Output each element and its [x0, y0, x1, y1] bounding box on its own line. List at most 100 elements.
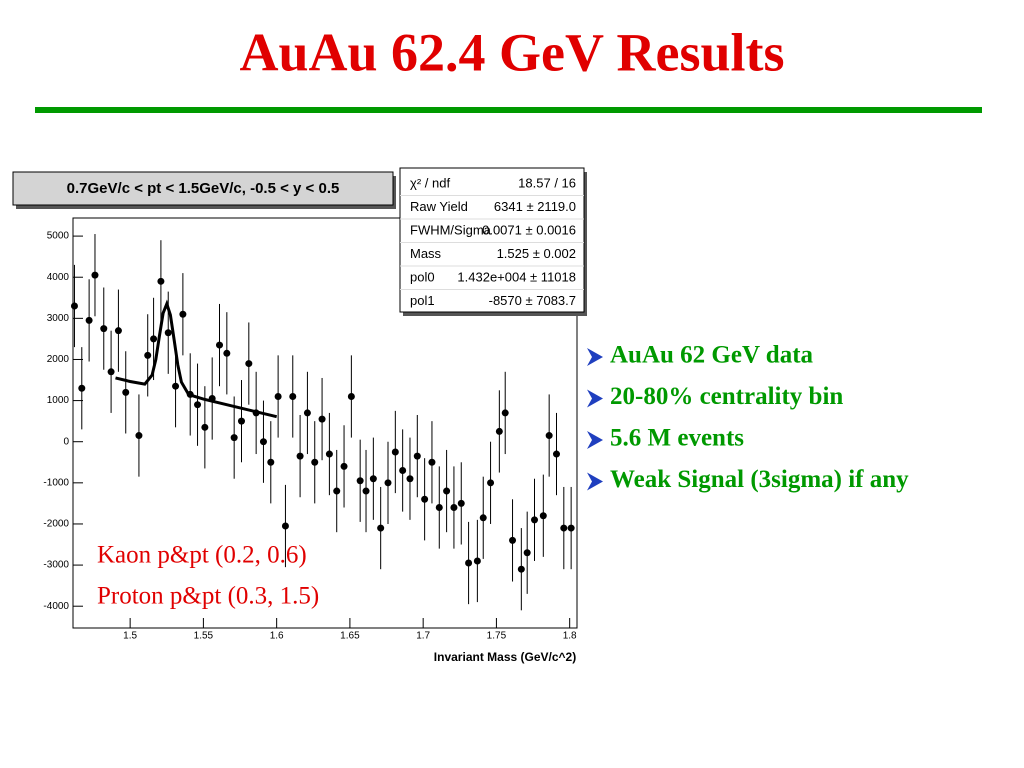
data-point: [473, 557, 481, 565]
data-point: [487, 479, 495, 487]
data-point: [347, 392, 355, 400]
y-tick-label: 5000: [47, 231, 70, 242]
bullet-list: AuAu 62 GeV data 20-80% centrality bin 5.6…: [587, 342, 909, 493]
stats-label: Mass: [410, 246, 442, 261]
stats-label: FWHM/Sigma: [410, 222, 492, 237]
y-tick-label: -3000: [43, 560, 69, 571]
data-point: [135, 432, 143, 440]
data-point: [216, 341, 224, 349]
data-point: [114, 327, 122, 335]
data-point: [435, 504, 443, 512]
data-point: [311, 458, 319, 466]
data-point: [356, 477, 364, 485]
stats-value: 6341 ± 2119.0: [494, 199, 576, 214]
data-point: [296, 452, 304, 460]
y-tick-label: -2000: [43, 519, 69, 530]
bullet: 20-80% centrality bin: [610, 383, 843, 410]
stats-value: 1.525 ± 0.002: [497, 246, 576, 261]
plot-title: 0.7GeV/c < pt < 1.5GeV/c, -0.5 < y < 0.5: [67, 180, 340, 197]
data-point: [164, 329, 172, 337]
data-point: [523, 549, 531, 557]
data-point: [274, 392, 282, 400]
bullet: AuAu 62 GeV data: [610, 342, 814, 369]
data-point: [194, 401, 202, 409]
data-point: [567, 524, 575, 532]
bullet-arrow: [587, 472, 603, 491]
bullet: 5.6 M events: [610, 425, 744, 452]
bullet: Weak Signal (3sigma) if any: [610, 466, 909, 493]
stats-value: 1.432e+004 ± 11018: [457, 269, 576, 284]
data-point: [179, 310, 187, 318]
data-point: [391, 448, 399, 456]
x-tick-label: 1.5: [123, 631, 137, 642]
data-point: [421, 495, 429, 503]
fit-curve: [115, 299, 278, 419]
data-point: [362, 487, 370, 495]
data-point: [223, 349, 231, 357]
plot-frame: [72, 217, 578, 629]
data-point: [501, 409, 509, 417]
data-point: [428, 458, 436, 466]
data-point: [122, 388, 130, 396]
y-tick-label: 2000: [47, 354, 70, 365]
data-point: [443, 487, 451, 495]
stats-value: -8570 ± 7083.7: [489, 293, 576, 308]
data-point: [384, 479, 392, 487]
bullet-arrow: [587, 348, 603, 366]
data-point: [450, 504, 458, 512]
data-point: [107, 368, 115, 376]
data-point: [150, 335, 158, 343]
data-point: [509, 536, 517, 544]
data-point: [237, 417, 245, 425]
data-point: [377, 524, 385, 532]
data-point: [267, 458, 275, 466]
slide-title: AuAu 62.4 GeV Results: [239, 22, 784, 82]
x-tick-label: 1.8: [563, 631, 577, 642]
y-tick-label: 3000: [47, 313, 70, 324]
data-point: [157, 277, 165, 285]
y-tick-label: 1000: [47, 395, 70, 406]
annotation: Kaon p&pt (0.2, 0.6): [97, 542, 307, 569]
data-point: [144, 351, 152, 359]
data-point: [85, 316, 93, 324]
stats-value: 18.57 / 16: [518, 175, 576, 190]
title-rule: [35, 107, 982, 113]
stats-label: pol1: [410, 293, 435, 308]
y-tick-label: -4000: [43, 601, 69, 612]
data-point: [539, 512, 547, 520]
data-point: [517, 565, 525, 573]
data-point: [230, 434, 238, 442]
data-point: [531, 516, 539, 524]
plot-title-box: 0.7GeV/c < pt < 1.5GeV/c, -0.5 < y < 0.5: [12, 171, 396, 209]
data-point: [91, 271, 99, 279]
y-tick-label: 0: [63, 436, 69, 447]
data-point: [413, 452, 421, 460]
data-point: [78, 384, 86, 392]
stats-value: 0.0071 ± 0.0016: [482, 222, 576, 237]
data-point: [303, 409, 311, 417]
x-axis-label: Invariant Mass (GeV/c^2): [434, 650, 576, 664]
data-point: [333, 487, 341, 495]
data-point: [560, 524, 568, 532]
data-point: [289, 392, 297, 400]
data-point: [245, 360, 253, 368]
data-point: [369, 475, 377, 483]
data-point: [281, 522, 289, 530]
bullet-arrow: [587, 389, 603, 408]
annotation: Proton p&pt (0.3, 1.5): [97, 583, 319, 610]
stats-label: pol0: [410, 269, 435, 284]
data-point: [457, 499, 465, 507]
data-point: [465, 559, 473, 567]
stats-label: χ² / ndf: [410, 175, 450, 190]
data-point: [495, 427, 503, 435]
bullet-arrow: [587, 431, 603, 449]
data-point: [201, 423, 209, 431]
data-point: [318, 415, 326, 423]
x-tick-label: 1.75: [487, 631, 507, 642]
data-point: [70, 302, 78, 310]
data-point: [172, 382, 180, 390]
y-tick-label: -1000: [43, 477, 69, 488]
data-point: [399, 466, 407, 474]
x-tick-label: 1.7: [416, 631, 430, 642]
y-tick-label: 4000: [47, 272, 70, 283]
